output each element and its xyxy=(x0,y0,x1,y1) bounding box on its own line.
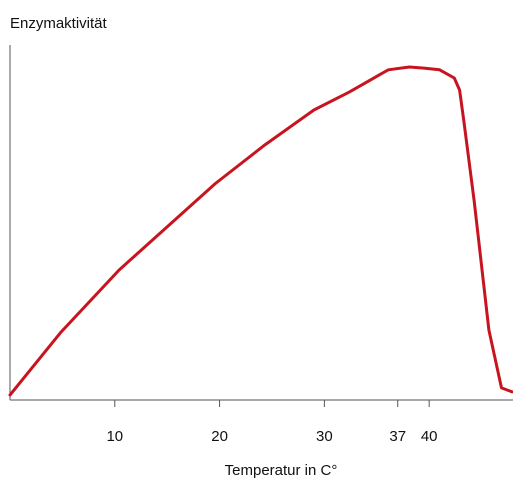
line xyxy=(8,65,513,397)
x-tick-label: 37 xyxy=(389,428,406,445)
x-axis-label: Temperatur in C° xyxy=(225,462,338,479)
y-axis-label: Enzymaktivität xyxy=(10,15,108,32)
x-tick-label: 10 xyxy=(106,428,123,445)
x-tick-label: 30 xyxy=(316,428,333,445)
x-tick-label: 20 xyxy=(211,428,228,445)
x-tick-label: 40 xyxy=(421,428,438,445)
